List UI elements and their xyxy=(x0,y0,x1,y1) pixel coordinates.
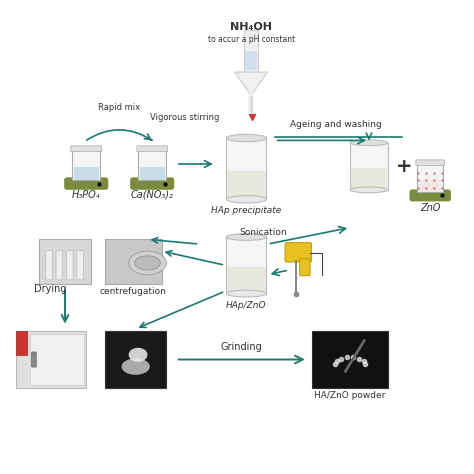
Polygon shape xyxy=(138,149,166,181)
Text: to accur a pH constant: to accur a pH constant xyxy=(208,35,295,44)
FancyBboxPatch shape xyxy=(416,160,445,165)
Text: +: + xyxy=(396,157,412,176)
Text: Ca(NO₃)₂: Ca(NO₃)₂ xyxy=(131,190,173,200)
FancyBboxPatch shape xyxy=(227,171,265,198)
Ellipse shape xyxy=(227,134,266,142)
FancyBboxPatch shape xyxy=(227,267,265,292)
FancyBboxPatch shape xyxy=(312,331,388,388)
Polygon shape xyxy=(72,149,100,181)
FancyBboxPatch shape xyxy=(30,334,84,385)
FancyBboxPatch shape xyxy=(285,243,311,262)
Text: H₃PO₄: H₃PO₄ xyxy=(72,190,100,200)
FancyBboxPatch shape xyxy=(227,138,266,199)
Text: Sonication: Sonication xyxy=(239,228,287,237)
FancyBboxPatch shape xyxy=(66,251,73,280)
Text: HAp/ZnO: HAp/ZnO xyxy=(226,301,267,310)
Ellipse shape xyxy=(128,251,166,275)
Text: Grinding: Grinding xyxy=(221,342,263,353)
Text: HA/ZnO powder: HA/ZnO powder xyxy=(314,391,386,400)
FancyBboxPatch shape xyxy=(46,251,52,280)
FancyBboxPatch shape xyxy=(32,352,36,367)
FancyBboxPatch shape xyxy=(351,168,387,189)
Text: centrefugation: centrefugation xyxy=(100,287,167,296)
Ellipse shape xyxy=(350,140,388,146)
Text: Vigorous stirring: Vigorous stirring xyxy=(150,112,220,121)
FancyBboxPatch shape xyxy=(300,259,310,276)
Polygon shape xyxy=(419,180,442,191)
Ellipse shape xyxy=(227,196,266,203)
Ellipse shape xyxy=(350,187,388,193)
Polygon shape xyxy=(417,163,443,192)
Polygon shape xyxy=(140,167,164,180)
FancyBboxPatch shape xyxy=(245,51,257,70)
Ellipse shape xyxy=(135,256,160,270)
FancyBboxPatch shape xyxy=(71,146,101,152)
Polygon shape xyxy=(235,72,268,96)
FancyBboxPatch shape xyxy=(105,239,162,284)
FancyBboxPatch shape xyxy=(131,178,173,189)
Ellipse shape xyxy=(227,234,266,240)
Text: HAp precipitate: HAp precipitate xyxy=(211,206,282,215)
Ellipse shape xyxy=(227,290,266,297)
FancyBboxPatch shape xyxy=(56,251,63,280)
Text: Drying: Drying xyxy=(35,284,67,294)
Ellipse shape xyxy=(128,348,147,362)
FancyBboxPatch shape xyxy=(105,331,166,388)
Text: ZnO: ZnO xyxy=(420,203,440,213)
FancyBboxPatch shape xyxy=(410,190,450,201)
Polygon shape xyxy=(74,167,99,180)
FancyBboxPatch shape xyxy=(244,30,258,72)
FancyBboxPatch shape xyxy=(39,239,91,284)
FancyBboxPatch shape xyxy=(16,331,86,388)
Text: Ageing and washing: Ageing and washing xyxy=(290,119,382,128)
FancyBboxPatch shape xyxy=(227,237,266,293)
FancyBboxPatch shape xyxy=(77,251,83,280)
FancyBboxPatch shape xyxy=(137,146,167,152)
Ellipse shape xyxy=(121,358,150,375)
FancyBboxPatch shape xyxy=(65,178,108,189)
Text: Rapid mix: Rapid mix xyxy=(98,103,140,112)
Text: NH₄OH: NH₄OH xyxy=(230,22,272,32)
FancyBboxPatch shape xyxy=(16,331,27,355)
FancyBboxPatch shape xyxy=(350,143,388,190)
